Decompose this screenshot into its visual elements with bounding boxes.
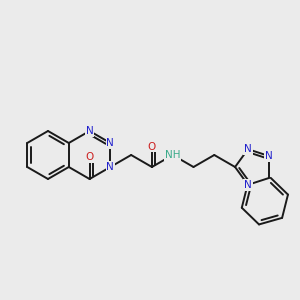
Text: N: N: [106, 138, 114, 148]
Text: N: N: [265, 151, 273, 161]
Text: N: N: [106, 162, 114, 172]
Text: N: N: [86, 126, 93, 136]
Text: O: O: [85, 152, 94, 162]
Text: N: N: [244, 180, 252, 190]
Text: NH: NH: [165, 150, 181, 160]
Text: O: O: [148, 142, 156, 152]
Text: N: N: [244, 144, 252, 154]
